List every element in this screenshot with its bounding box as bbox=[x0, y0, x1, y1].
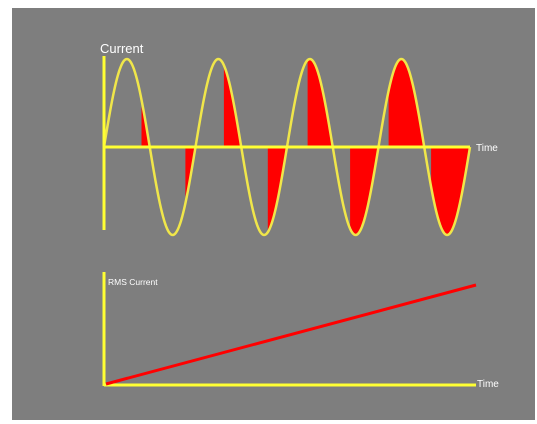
rms-current-panel: RMS Current Time bbox=[102, 272, 499, 390]
current-waveform-panel: Current Time bbox=[100, 41, 498, 237]
rms-axis-label: RMS Current bbox=[108, 277, 158, 287]
current-time-label: Time bbox=[476, 143, 498, 154]
current-axis-label: Current bbox=[100, 41, 144, 56]
rms-current-line bbox=[105, 283, 477, 386]
rms-time-label: Time bbox=[477, 379, 499, 390]
